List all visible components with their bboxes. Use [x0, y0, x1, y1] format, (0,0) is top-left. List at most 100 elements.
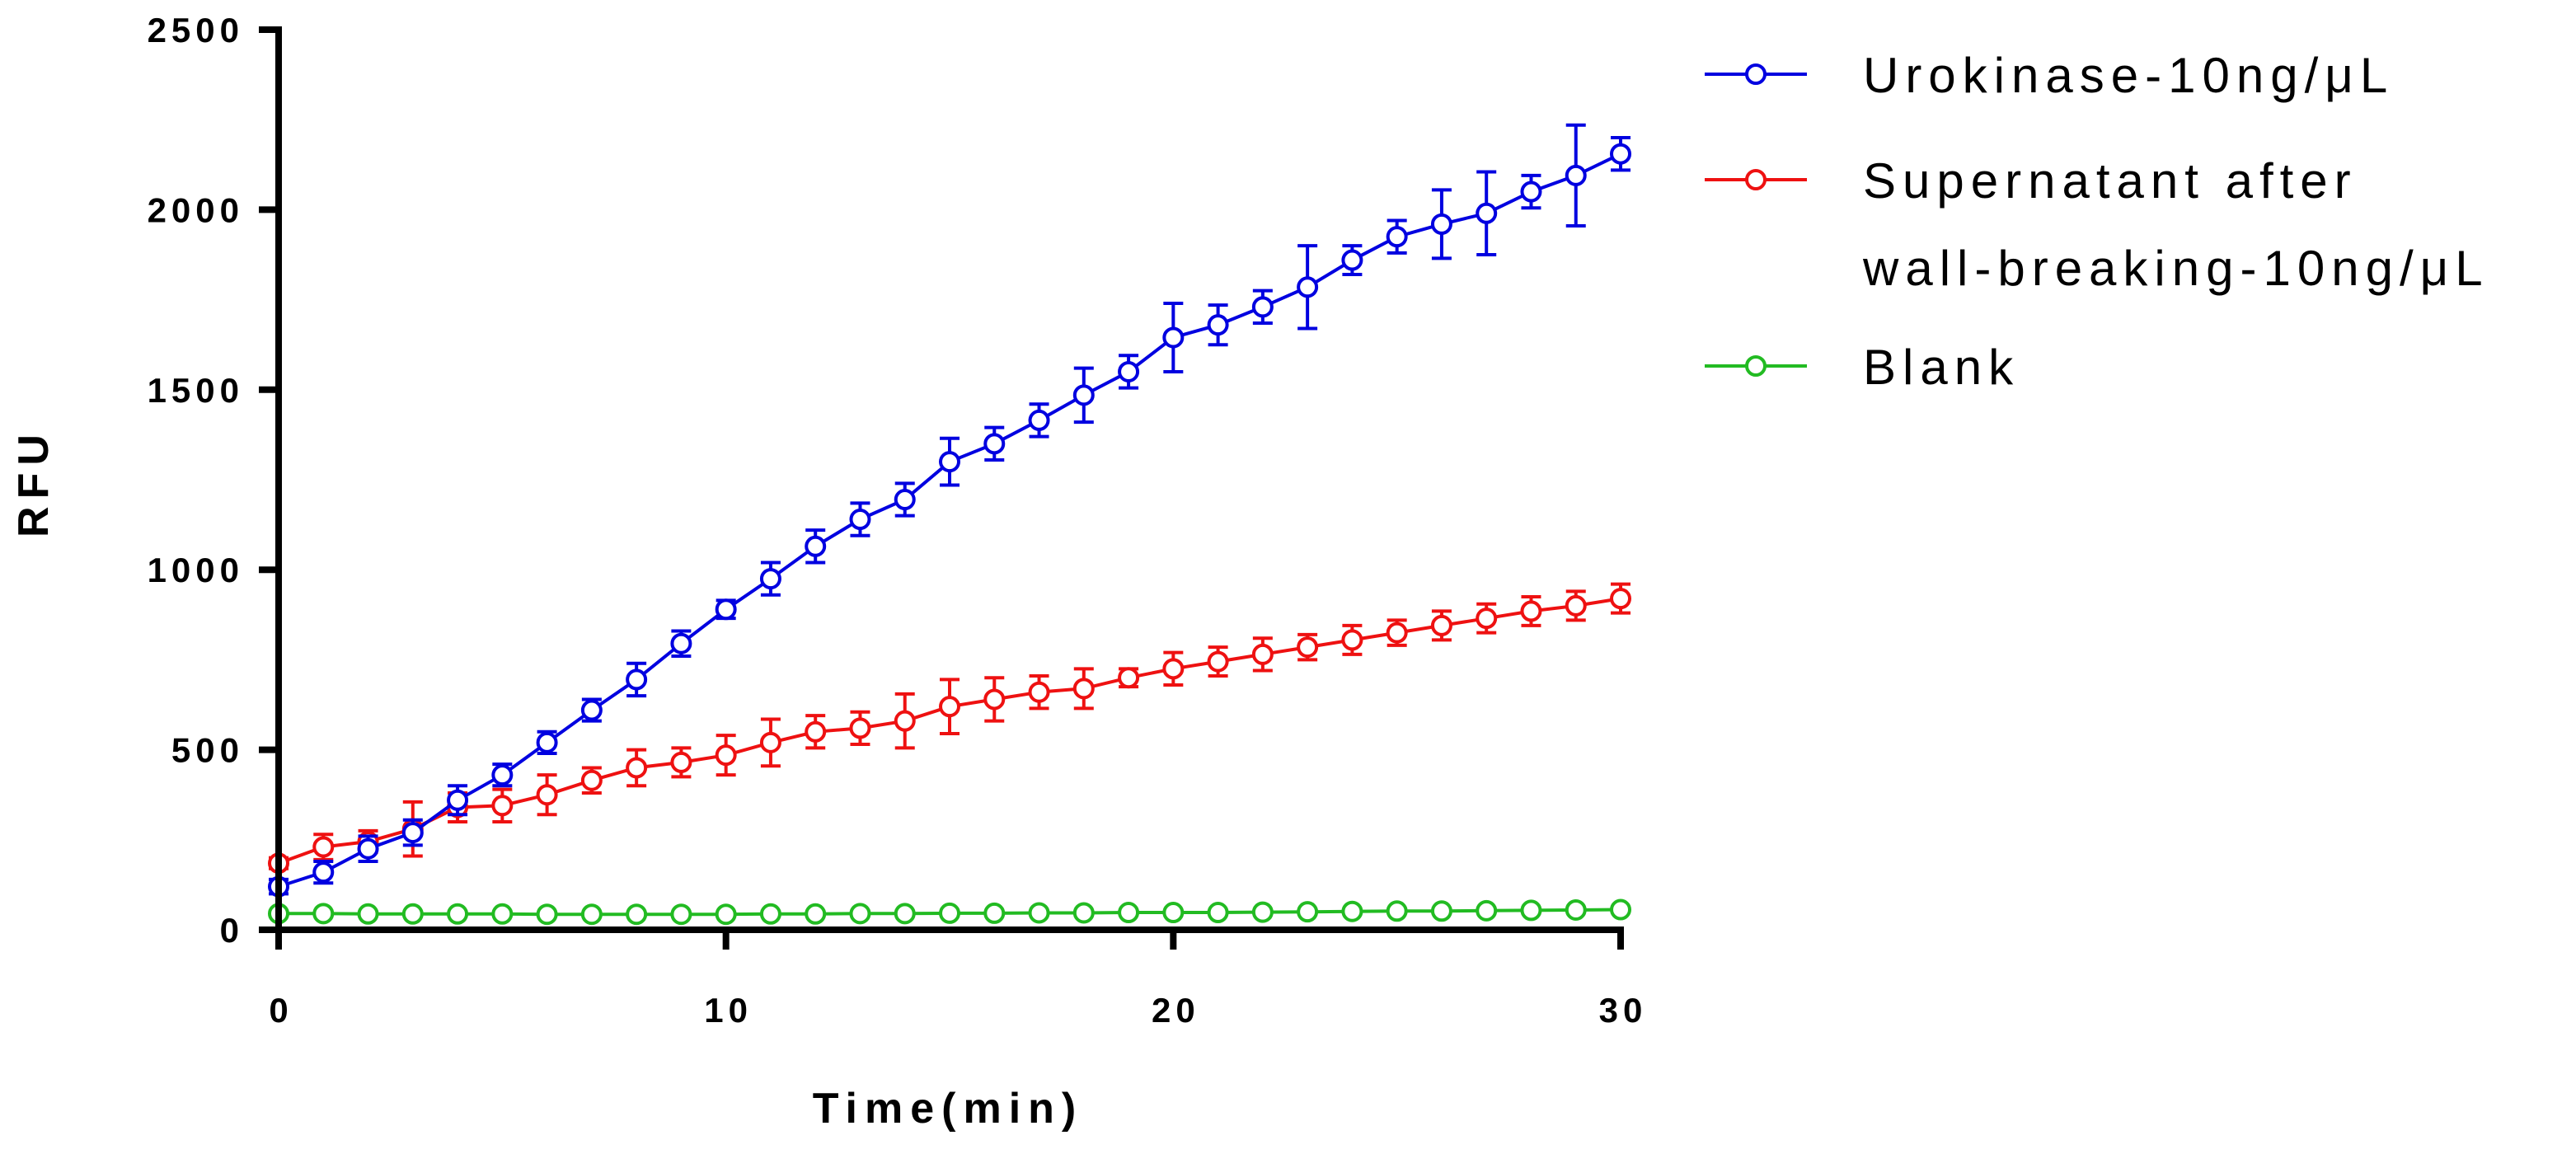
y-axis-title: RFU [10, 427, 58, 537]
data-point [447, 789, 469, 811]
data-point [939, 902, 960, 924]
legend-marker-supernatant [1745, 169, 1767, 190]
y-tick-label: 2500 [148, 11, 244, 49]
x-tick-label: 30 [1599, 991, 1648, 1030]
legend-label-urokinase: Urokinase-10ng/μL [1863, 48, 2394, 103]
data-point [983, 688, 1006, 711]
data-point [1028, 409, 1050, 431]
data-point [1297, 636, 1319, 659]
legend-item-blank: Blank [1705, 340, 2020, 395]
data-point [1207, 314, 1229, 336]
data-point [759, 903, 781, 925]
data-point [1520, 600, 1542, 622]
data-point [1072, 902, 1095, 924]
data-point [1386, 226, 1408, 248]
plot-area [268, 123, 1631, 926]
y-ticks: 0 500 1000 1500 2000 2500 [148, 11, 279, 950]
y-tick-label: 1000 [148, 551, 244, 589]
data-point [491, 764, 514, 786]
data-point [849, 509, 871, 531]
series-blank [268, 898, 1631, 926]
data-point [805, 720, 827, 743]
y-tick-label: 0 [220, 911, 244, 950]
data-point [894, 903, 916, 925]
data-point [1162, 658, 1185, 680]
data-point [1430, 213, 1452, 235]
data-point [401, 903, 424, 925]
data-point [759, 731, 781, 753]
data-point [1430, 614, 1452, 636]
data-point [1297, 276, 1319, 298]
data-point [715, 903, 737, 926]
data-point [580, 699, 603, 721]
legend-label-blank: Blank [1863, 340, 2020, 395]
data-point [1072, 384, 1095, 406]
data-point [715, 598, 737, 621]
data-point [1341, 629, 1363, 651]
data-point [1610, 588, 1631, 610]
data-point [536, 903, 558, 926]
data-point [491, 903, 514, 925]
data-point [1430, 900, 1452, 922]
y-tick-label: 2000 [148, 190, 244, 229]
x-ticks: 0 10 20 30 [269, 930, 1648, 1030]
y-tick-label: 1500 [148, 371, 244, 410]
legend-label-supernatant: wall-breaking-10ng/μL [1862, 241, 2489, 296]
x-axis-title: Time(min) [813, 1085, 1084, 1133]
data-point [939, 696, 960, 718]
data-point [401, 822, 424, 844]
data-point [626, 903, 648, 926]
data-point [1610, 898, 1631, 921]
x-tick-label: 0 [269, 991, 293, 1030]
data-point [1251, 296, 1274, 318]
data-point [894, 489, 916, 511]
data-point [1520, 899, 1542, 922]
data-point [1118, 667, 1140, 689]
data-point [626, 757, 648, 779]
data-point [1386, 900, 1408, 922]
data-point [580, 903, 603, 926]
data-point [1476, 607, 1498, 630]
legend-marker-blank [1745, 355, 1767, 377]
data-point [1520, 181, 1542, 203]
data-point [849, 717, 871, 739]
data-point [715, 744, 737, 767]
x-tick-label: 10 [704, 991, 753, 1030]
data-point [1118, 902, 1140, 924]
data-point [447, 903, 469, 925]
x-tick-label: 20 [1152, 991, 1200, 1030]
data-point [849, 903, 871, 925]
data-point [1341, 900, 1363, 922]
data-point [312, 836, 335, 858]
data-point [491, 795, 514, 817]
data-point [1207, 650, 1229, 673]
data-point [1476, 202, 1498, 224]
data-point [1207, 902, 1229, 924]
legend-item-urokinase: Urokinase-10ng/μL [1705, 48, 2394, 103]
data-point [939, 451, 960, 473]
legend-label-supernatant: Supernatant after [1863, 153, 2358, 209]
data-point [1476, 899, 1498, 922]
data-point [1162, 902, 1185, 924]
data-point [312, 861, 335, 884]
data-point [670, 903, 692, 926]
data-point [670, 751, 692, 773]
data-point [536, 784, 558, 806]
legend-marker-urokinase [1745, 63, 1767, 85]
data-point [1028, 902, 1050, 924]
data-point [1341, 249, 1363, 271]
data-point [983, 433, 1006, 455]
data-point [805, 903, 827, 925]
y-tick-label: 500 [171, 731, 244, 770]
series-line-urokinase [278, 152, 1621, 889]
data-point [894, 710, 916, 732]
data-point [1565, 898, 1587, 921]
data-point [580, 769, 603, 791]
axes: 0 500 1000 1500 2000 2500 0 10 20 30 RFU Time(mi… [10, 11, 1648, 1133]
data-point [357, 837, 379, 860]
data-point [1251, 901, 1274, 923]
data-point [1162, 326, 1185, 349]
data-point [805, 535, 827, 557]
data-point [1565, 594, 1587, 617]
